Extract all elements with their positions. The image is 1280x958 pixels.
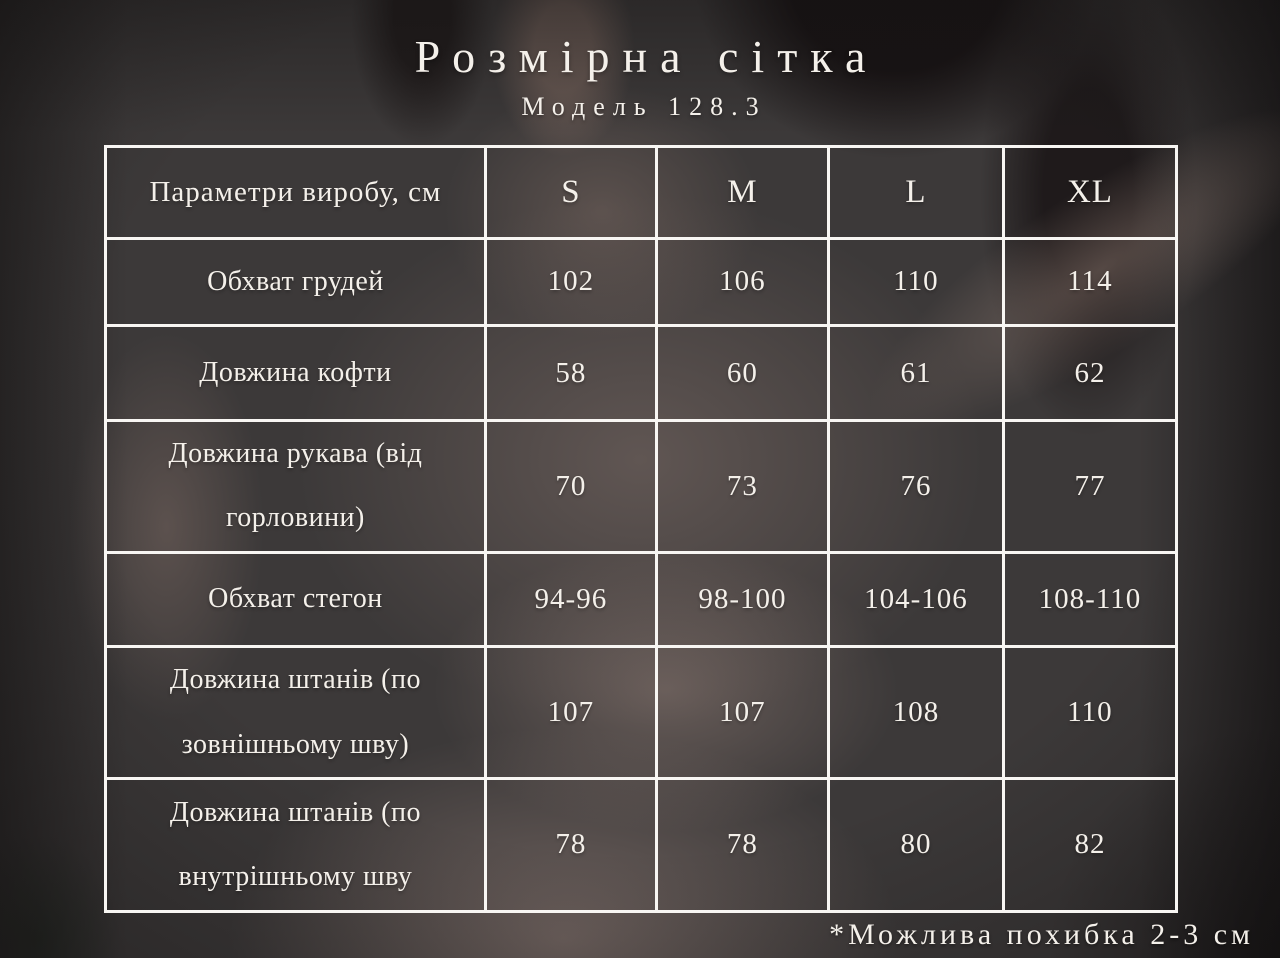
tolerance-footnote: *Можлива похибка 2-3 см bbox=[829, 918, 1254, 951]
page-title: Розмірна сітка bbox=[414, 31, 879, 82]
row-label-sweater-length: Довжина кофти bbox=[107, 327, 487, 422]
row-label-chest: Обхват грудей bbox=[107, 239, 487, 328]
column-header-size-s: S bbox=[486, 148, 658, 240]
value-hips-m: 98-100 bbox=[657, 553, 830, 649]
value-pants-outer-l: 108 bbox=[829, 648, 1005, 780]
value-pants-inner-xl: 82 bbox=[1074, 828, 1106, 861]
value-sweater-length-l: 61 bbox=[829, 327, 1005, 422]
value-sleeve-length-s: 70 bbox=[486, 421, 658, 554]
value-chest-l: 110 bbox=[829, 239, 1005, 328]
row-label-sleeve-length: Довжина рукава (від горловини) bbox=[107, 421, 487, 554]
value-sweater-length-m: 60 bbox=[657, 327, 830, 422]
value-chest-s: 102 bbox=[486, 239, 658, 328]
page-subtitle: Модель 128.3 bbox=[521, 92, 767, 121]
value-pants-inner-l: 80 bbox=[830, 779, 1005, 910]
value-pants-inner-s: 78 bbox=[487, 779, 658, 910]
value-hips-xl: 108-110 bbox=[1004, 554, 1175, 649]
value-chest-m: 106 bbox=[657, 239, 830, 328]
value-hips-l: 104-106 bbox=[829, 553, 1005, 649]
value-pants-outer-s: 107 bbox=[486, 648, 658, 780]
size-table: Параметри виробу, см S M L XL Обхват гру… bbox=[104, 145, 1178, 913]
row-label-pants-inner: Довжина штанів (по внутрішньому шву bbox=[107, 779, 487, 910]
value-sleeve-length-l: 76 bbox=[829, 421, 1005, 554]
column-header-size-l: L bbox=[829, 148, 1005, 240]
value-pants-outer-xl: 110 bbox=[1004, 648, 1175, 780]
value-sweater-length-s: 58 bbox=[486, 327, 658, 422]
value-sleeve-length-xl: 77 bbox=[1004, 422, 1175, 554]
row-label-pants-outer: Довжина штанів (по зовнішньому шву) bbox=[107, 648, 487, 780]
value-sleeve-length-m: 73 bbox=[657, 421, 830, 554]
value-chest-xl: 114 bbox=[1004, 240, 1175, 328]
value-hips-s: 94-96 bbox=[486, 553, 658, 649]
value-pants-outer-m: 107 bbox=[657, 648, 830, 780]
row-label-hips: Обхват стегон bbox=[107, 553, 487, 649]
column-header-size-xl: XL bbox=[1004, 148, 1175, 240]
column-header-size-m: M bbox=[657, 148, 830, 240]
column-header-parameters: Параметри виробу, см bbox=[107, 148, 487, 240]
value-pants-inner-m: 78 bbox=[658, 779, 830, 910]
value-sweater-length-xl: 62 bbox=[1004, 327, 1175, 422]
